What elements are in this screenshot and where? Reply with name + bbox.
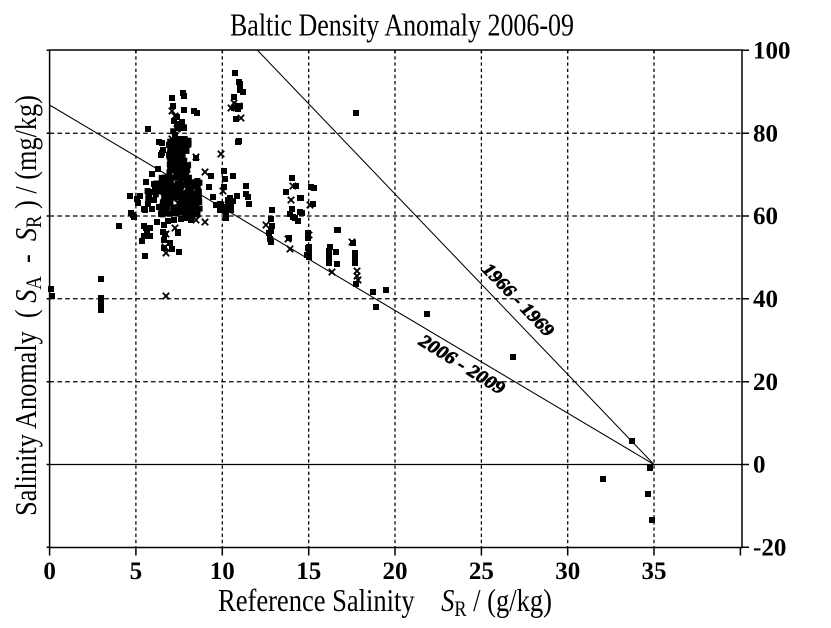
svg-text:20: 20 [383, 558, 408, 585]
svg-text:60: 60 [753, 203, 778, 230]
svg-text:Reference Salinity SR / (g/: Reference Salinity SR / (g/kg) [218, 584, 552, 622]
svg-text:40: 40 [753, 286, 778, 313]
svg-text:Baltic Density Anomaly 2006-09: Baltic Density Anomaly 2006-09 [230, 8, 574, 43]
svg-text:35: 35 [642, 558, 667, 585]
svg-text:-20: -20 [753, 535, 786, 562]
svg-text:0: 0 [753, 452, 766, 479]
svg-text:25: 25 [469, 558, 494, 585]
svg-text:20: 20 [753, 369, 778, 396]
svg-text:5: 5 [130, 558, 143, 585]
svg-text:15: 15 [296, 558, 321, 585]
svg-text:80: 80 [753, 120, 778, 147]
svg-text:0: 0 [43, 558, 56, 585]
svg-text:Salinity Anomaly ( SA - SR: Salinity Anomaly ( SA - SR ) / (mg/kg) [9, 95, 46, 516]
svg-text:30: 30 [555, 558, 580, 585]
svg-text:100: 100 [753, 38, 791, 65]
svg-text:10: 10 [210, 558, 235, 585]
